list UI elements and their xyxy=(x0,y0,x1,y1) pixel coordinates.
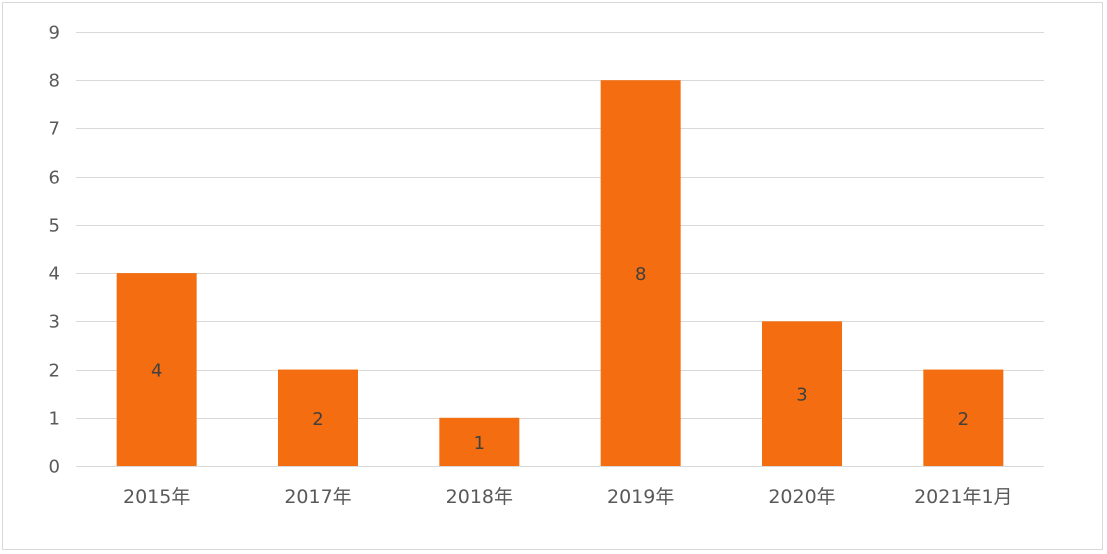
y-tick-label: 6 xyxy=(49,168,60,189)
bar-2019年 xyxy=(600,80,681,466)
x-category-label: 2019年 xyxy=(607,486,674,508)
x-category-label: 2021年1月 xyxy=(914,486,1012,508)
y-tick-label: 8 xyxy=(49,71,60,92)
y-tick-label: 9 xyxy=(49,23,60,44)
data-labels: 4 2 1 8 3 2 xyxy=(151,264,969,454)
bar-2021年1月 xyxy=(923,369,1004,466)
x-category-label: 2017年 xyxy=(284,486,351,508)
gridlines xyxy=(76,32,1044,467)
data-label: 2 xyxy=(958,409,969,430)
y-tick-label: 2 xyxy=(49,361,60,382)
x-category-label: 2020年 xyxy=(768,486,835,508)
x-category-label: 2015年 xyxy=(123,486,190,508)
bar-2018年 xyxy=(439,417,520,466)
y-tick-label: 3 xyxy=(49,312,60,333)
y-tick-label: 5 xyxy=(49,216,60,237)
x-axis-category-labels: 2015年 2017年 2018年 2019年 2020年 2021年1月 xyxy=(123,486,1013,508)
data-label: 1 xyxy=(474,433,485,454)
data-label: 8 xyxy=(635,264,646,285)
data-label: 2 xyxy=(312,409,323,430)
bar-2020年 xyxy=(762,321,842,466)
y-tick-label: 4 xyxy=(49,264,60,285)
bar-2017年 xyxy=(278,369,358,466)
y-axis-tick-labels: 0 1 2 3 4 5 6 7 8 9 xyxy=(49,23,60,478)
y-tick-label: 1 xyxy=(49,409,60,430)
bars xyxy=(116,80,1004,466)
data-label: 3 xyxy=(796,385,807,406)
bar-2015年 xyxy=(116,273,197,466)
y-tick-label: 0 xyxy=(49,457,60,478)
y-tick-label: 7 xyxy=(49,119,60,140)
data-label: 4 xyxy=(151,361,162,382)
x-category-label: 2018年 xyxy=(446,486,513,508)
